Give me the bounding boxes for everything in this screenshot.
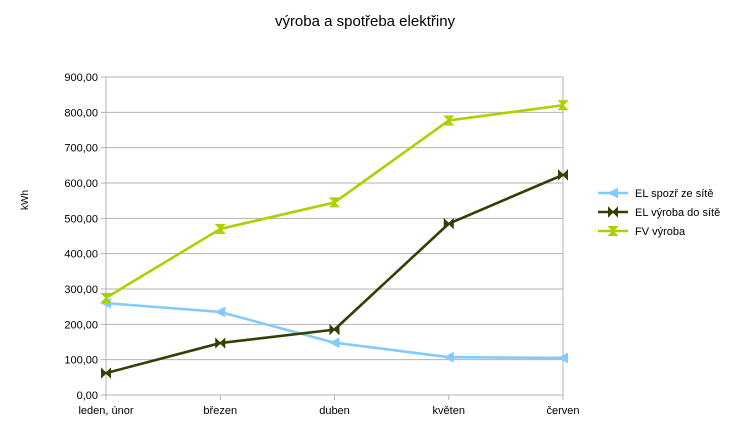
legend-marker-1	[608, 206, 618, 218]
series-group	[100, 100, 569, 379]
legend-marker-2	[607, 226, 619, 236]
y-tick-label-4: 400,00	[64, 249, 98, 261]
data-point-1-1	[215, 337, 226, 349]
y-tick-label-1: 100,00	[64, 355, 98, 367]
y-tick-label-2: 200,00	[64, 319, 98, 331]
legend-marker-0	[607, 187, 618, 199]
series-1	[101, 169, 568, 379]
data-point-0-2	[328, 337, 340, 349]
data-point-1-4	[558, 169, 568, 181]
data-point-2-4	[557, 100, 569, 111]
data-point-0-1	[214, 306, 226, 318]
data-point-0-4	[557, 352, 568, 364]
y-tick-label-0: 0,00	[77, 390, 98, 402]
legend-label-0: EL spozř ze sítě	[635, 188, 713, 200]
y-tick-label-7: 700,00	[64, 143, 98, 155]
data-point-2-2	[328, 197, 341, 208]
data-point-1-0	[101, 367, 111, 379]
y-axis-label: kWh	[20, 190, 31, 210]
legend-label-1: EL výroba do sítě	[635, 207, 720, 219]
x-tick-label-3: květen	[433, 405, 465, 417]
legend-label-2: FV výroba	[635, 226, 686, 238]
data-point-2-3	[443, 115, 455, 126]
series-0	[100, 297, 568, 364]
data-point-1-2	[329, 323, 340, 336]
data-point-0-3	[443, 351, 454, 363]
data-point-1-3	[443, 217, 454, 230]
x-tick-label-1: březen	[203, 405, 237, 417]
data-point-2-0	[100, 292, 112, 303]
x-tick-label-4: červen	[546, 405, 579, 417]
chart-title: výroba a spotřeba elektřiny	[275, 13, 456, 30]
grid	[101, 76, 564, 400]
y-tick-labels: 0,00 100,00 200,00 300,00 400,00 500,00 600,00…	[64, 72, 98, 402]
series-2	[100, 100, 569, 303]
x-tick-labels: leden, únor březen duben květen červen	[78, 405, 579, 417]
y-tick-label-9: 900,00	[64, 72, 98, 84]
y-tick-label-6: 600,00	[64, 178, 98, 190]
y-tick-label-3: 300,00	[64, 284, 98, 296]
x-tick-label-0: leden, únor	[78, 405, 133, 417]
legend: EL spozř ze sítě EL výroba do sítě FV výro…	[598, 187, 720, 238]
x-tick-label-2: duben	[319, 405, 350, 417]
y-tick-label-5: 500,00	[64, 213, 98, 225]
data-point-2-1	[214, 223, 226, 234]
y-tick-label-8: 800,00	[64, 107, 98, 119]
